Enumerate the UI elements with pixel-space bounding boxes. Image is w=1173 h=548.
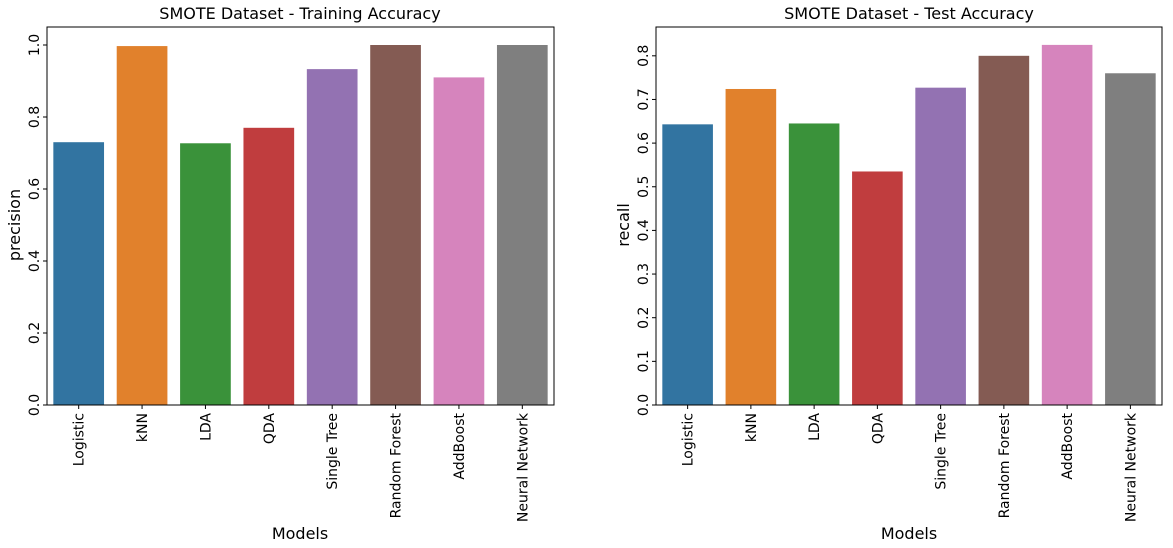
test-accuracy-chart: SMOTE Dataset - Test Accuracy Models rec…	[614, 4, 1163, 543]
y-tick-label: 0.3	[636, 263, 652, 285]
plot-frame	[655, 26, 1163, 406]
y-tick-label: 0.2	[27, 322, 43, 344]
bar-random-forest	[370, 45, 421, 405]
bar-qda	[852, 171, 903, 405]
y-tick-label: 0.7	[636, 88, 652, 110]
x-tick-label: kNN	[135, 413, 151, 442]
y-axis-label: recall	[614, 203, 633, 247]
y-tick-label: 0.0	[636, 394, 652, 416]
bar-qda	[243, 127, 295, 406]
bar-logistic	[662, 124, 713, 405]
bar-addboost	[1041, 44, 1093, 406]
x-tick-label: LDA	[198, 413, 214, 441]
x-tick-label: Logistic	[681, 413, 697, 466]
bar-knn	[725, 88, 777, 406]
training-accuracy-chart: SMOTE Dataset - Training Accuracy Models…	[5, 4, 555, 543]
y-tick-label: 0.4	[636, 219, 652, 241]
chart-title: SMOTE Dataset - Test Accuracy	[784, 4, 1034, 23]
x-axis-label: Models	[881, 524, 937, 543]
x-tick-label: Single Tree	[325, 413, 341, 490]
bar-logistic	[53, 142, 105, 405]
x-tick-label: kNN	[744, 413, 760, 442]
x-tick-label: Neural Network	[515, 412, 531, 522]
x-tick-label: Single Tree	[934, 413, 950, 490]
y-tick-label: 0.5	[636, 176, 652, 198]
y-tick-label: 0.4	[27, 250, 43, 272]
bar-addboost	[433, 77, 485, 406]
x-tick-label: Random Forest	[997, 413, 1013, 519]
y-axis-label: precision	[5, 189, 24, 261]
chart-title: SMOTE Dataset - Training Accuracy	[159, 4, 440, 23]
y-tick-label: 0.1	[636, 350, 652, 372]
y-tick-label: 1.0	[27, 34, 43, 56]
x-tick-label: Neural Network	[1123, 412, 1139, 522]
bar-lda	[180, 143, 231, 405]
x-tick-label: QDA	[262, 413, 278, 445]
y-tick-label: 0.8	[27, 106, 43, 128]
x-tick-label: Logistic	[72, 413, 88, 466]
y-tick-label: 0.6	[27, 178, 43, 200]
y-tick-label: 0.2	[636, 307, 652, 329]
x-tick-label: Random Forest	[389, 413, 405, 519]
y-tick-label: 0.8	[636, 45, 652, 67]
x-axis-label: Models	[272, 524, 328, 543]
x-tick-label: QDA	[870, 413, 886, 445]
bar-knn	[116, 46, 168, 405]
x-tick-label: AddBoost	[452, 412, 468, 479]
plot-frame	[46, 26, 555, 406]
y-tick-label: 0.0	[27, 394, 43, 416]
y-tick-label: 0.6	[636, 132, 652, 154]
x-tick-label: AddBoost	[1060, 412, 1076, 479]
bar-single-tree	[306, 69, 358, 406]
bar-neural-network	[496, 45, 548, 405]
bar-single-tree	[915, 87, 966, 405]
bar-random-forest	[978, 55, 1030, 405]
x-tick-label: LDA	[807, 413, 823, 441]
bar-lda	[788, 123, 840, 405]
bar-neural-network	[1105, 73, 1156, 406]
